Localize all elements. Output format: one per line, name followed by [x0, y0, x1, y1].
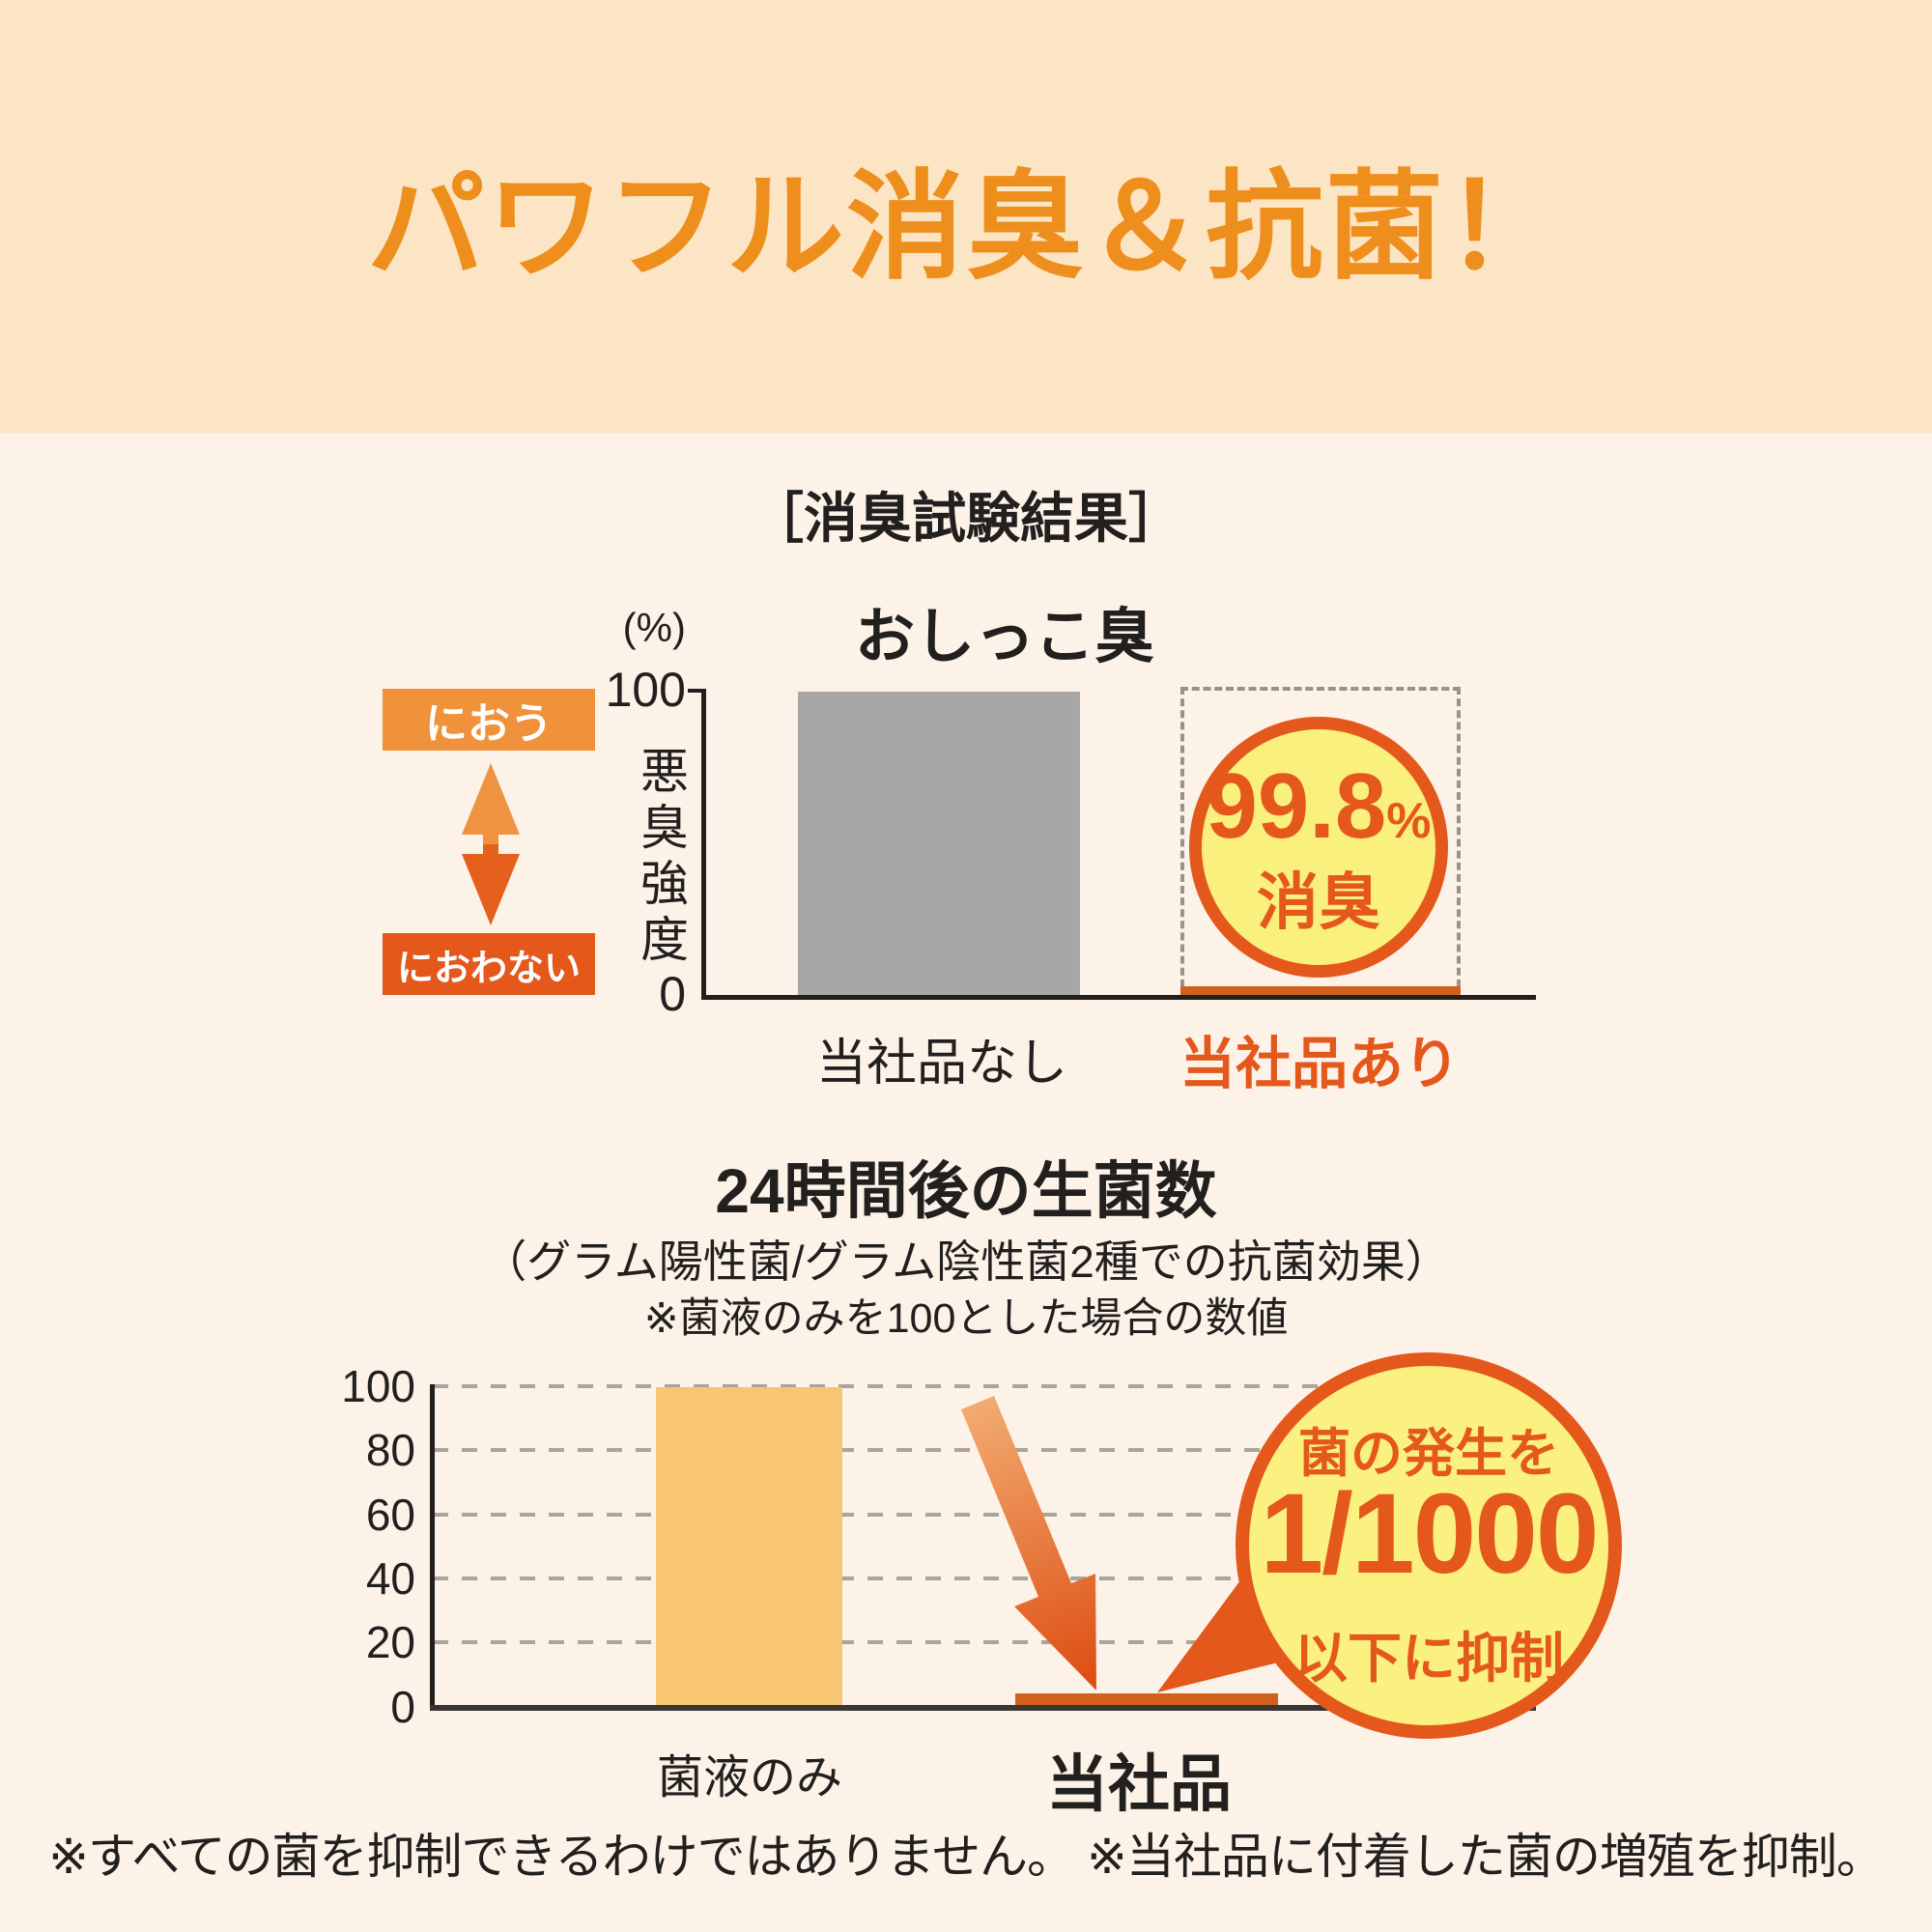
chart1-unit-label: (%)	[622, 605, 686, 650]
legend-no-smell-label: におわない	[396, 948, 581, 989]
chart2-bar-our-product	[1015, 1693, 1278, 1705]
balloon-line3: 以下に抑制	[1293, 1628, 1564, 1689]
chart2-y-axis	[430, 1384, 435, 1709]
chart2-category-our-product: 当社品	[1046, 1749, 1232, 1819]
legend-smells-label: におう	[425, 700, 553, 748]
chart1-bar-with-product	[1180, 986, 1461, 996]
chart2-ytick-80: 80	[365, 1425, 415, 1475]
up-down-arrow-icon	[450, 759, 531, 929]
badge-percent-sign: %	[1386, 792, 1432, 849]
chart2-ytick-100: 100	[341, 1361, 415, 1411]
chart2-subtitle: （グラム陽性菌/グラム陰性菌2種での抗菌効果）	[482, 1236, 1450, 1287]
chart2-x-axis	[430, 1705, 1536, 1711]
chart1-ytick-0: 0	[659, 967, 686, 1021]
chart1-category-without-product: 当社品なし	[815, 1036, 1067, 1092]
chart1-axis-tick	[688, 689, 703, 693]
chart2-ytick-20: 20	[365, 1617, 415, 1667]
chart1-title: おしっこ臭	[854, 604, 1154, 670]
balloon-line1: 菌の発生を	[1298, 1425, 1559, 1483]
badge-value: 99.8%	[1206, 753, 1432, 858]
footnote: ※すべての菌を抑制できるわけではありません。 ※当社品に付着した菌の増殖を抑制。	[48, 1830, 1885, 1884]
chart1-y-axis	[701, 689, 706, 1000]
balloon-line2: 1/1000	[1260, 1470, 1600, 1598]
chart2-ytick-40: 40	[365, 1553, 415, 1604]
down-arrow-icon	[961, 1396, 1096, 1690]
chart2-category-bacteria-only: 菌液のみ	[656, 1752, 842, 1804]
chart1-bar-without-product	[798, 692, 1080, 995]
chart2-gridline-100	[433, 1384, 1515, 1388]
chart1-y-axis-label: 悪臭強度	[634, 746, 688, 970]
chart1-x-axis	[701, 995, 1536, 1000]
chart2-ytick-0: 0	[390, 1682, 415, 1732]
deodorization-badge: 99.8% 消臭	[1189, 717, 1448, 978]
chart1-dashed-highlight-box	[1180, 687, 1461, 999]
chart2-title: 24時間後の生菌数	[715, 1156, 1217, 1226]
badge-word: 消臭	[1257, 867, 1380, 937]
chart2-bar-bacteria-only	[656, 1387, 842, 1705]
chart2-ytick-60: 60	[365, 1490, 415, 1540]
legend-smells-badge: におう	[383, 689, 595, 751]
page-title: パワフル消臭＆抗菌！	[367, 160, 1565, 293]
section-heading: ［消臭試験結果］	[750, 488, 1182, 549]
chart1-category-with-product: 当社品あり	[1179, 1033, 1460, 1095]
chart1-ytick-100: 100	[605, 663, 686, 717]
header-banner: パワフル消臭＆抗菌！	[0, 0, 1932, 433]
chart2-note: ※菌液のみを100とした場合の数値	[643, 1295, 1289, 1342]
legend-no-smell-badge: におわない	[383, 933, 595, 995]
